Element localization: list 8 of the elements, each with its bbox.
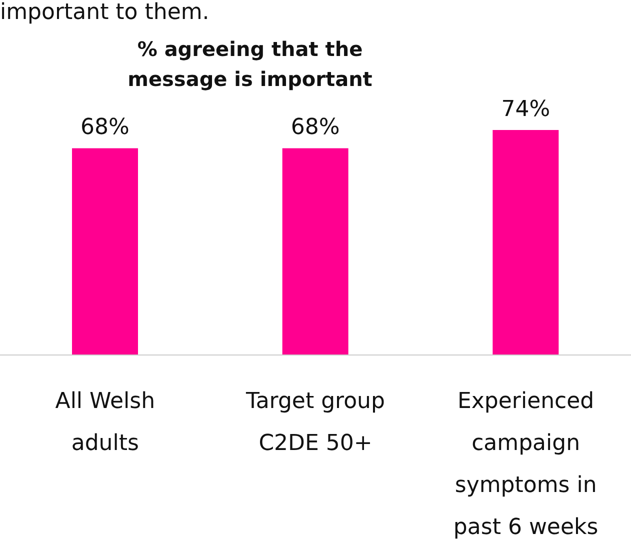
x-tick-label: Experienced campaign symptoms in past 6 weeks xyxy=(453,389,598,540)
data-label: 68% xyxy=(80,115,130,140)
x-tick-label: Target group C2DE 50+ xyxy=(245,389,385,456)
x-tick-label: All Welsh adults xyxy=(55,389,156,456)
chart-title: % agreeing that the message is important xyxy=(126,36,374,93)
data-label: 74% xyxy=(501,97,550,122)
text: important to them. xyxy=(0,0,210,25)
data-label: 68% xyxy=(290,115,340,140)
